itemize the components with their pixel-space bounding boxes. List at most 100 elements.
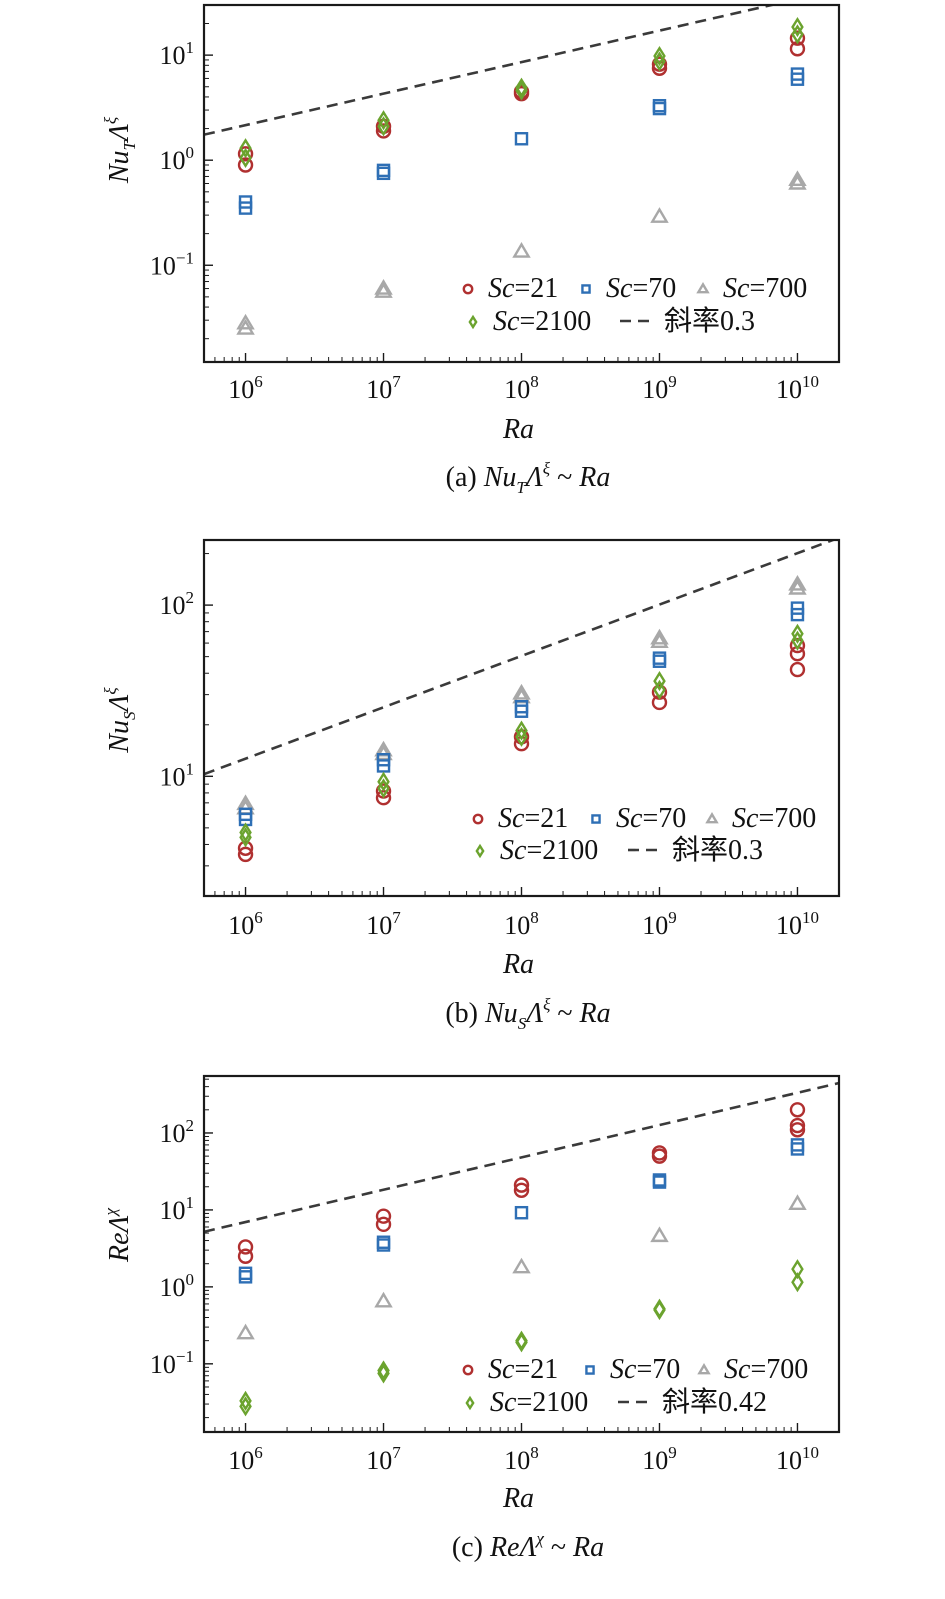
data-point-square [790,601,805,615]
data-point-circle [237,157,254,173]
x-tick-label: 109 [642,372,677,404]
data-point-square [790,1138,805,1152]
x-tick-label: 107 [366,1443,401,1475]
legend-label: Sc=2100 [493,306,591,337]
legend-label: Sc=2100 [500,835,598,866]
legend-label: Sc=70 [610,1354,680,1385]
data-point-triangle [374,282,393,298]
series-sc2100 [239,16,804,169]
legend-marker-triangle [697,1363,711,1375]
data-point-triangle [650,1226,669,1243]
legend-fit-label: 斜率0.42 [662,1386,767,1418]
data-point-diamond [377,1360,390,1381]
data-point-circle [237,846,254,863]
legend-marker-circle [462,1364,474,1376]
data-point-circle [789,30,806,46]
legend-marker-circle [472,813,484,825]
panel-caption: (a) NuTΛξ ~ Ra [446,459,611,497]
data-point-triangle [650,628,669,645]
data-point-square [376,163,391,178]
legend-marker-triangle [696,282,710,294]
legend-fit-label: 斜率0.3 [664,305,755,337]
series-sc70 [238,601,805,827]
legend-marker-diamond [475,843,485,859]
series-sc70 [238,67,805,215]
x-tick-label: 1010 [776,908,819,940]
data-point-circle [789,1102,806,1118]
legend-label: Sc=21 [488,1354,558,1385]
data-point-diamond [377,110,390,131]
series-sc2100 [239,1259,804,1417]
legend-marker-triangle [705,812,719,824]
x-tick-label: 109 [642,908,677,940]
data-point-diamond [653,679,666,700]
data-point-diamond [239,1390,252,1411]
chart-panel-a: 106 107 108 109 1010 10−1 100 101 Sc=21 Sc=70 Sc=7… [101,3,841,497]
data-point-circle [237,1248,254,1264]
data-point-circle [513,1182,530,1198]
data-point-triangle [788,1194,807,1211]
series-sc21 [237,30,806,173]
data-point-diamond [653,671,666,692]
data-point-diamond [239,822,252,843]
data-point-square [238,1270,253,1284]
x-tick-label: 107 [366,372,401,404]
data-point-triangle [512,683,531,700]
data-point-triangle [374,1291,393,1308]
fit-line [204,1081,839,1234]
legend-label: Sc=700 [724,1354,808,1385]
data-point-square [376,166,391,181]
y-tick-label: 101 [160,38,195,70]
legend-label: Sc=70 [606,273,676,304]
y-tick-label: 10−1 [150,248,194,280]
data-point-square [376,1235,391,1249]
x-tick-label: 108 [504,908,539,940]
x-tick-label: 109 [642,1443,677,1475]
data-point-circle [651,1145,668,1161]
data-point-triangle [650,207,669,223]
legend-label: Sc=21 [488,273,558,304]
data-point-triangle [374,744,393,761]
legend-marker-diamond [465,1395,475,1411]
data-point-square [652,654,667,668]
data-point-diamond [653,1298,666,1319]
series-sc700 [236,574,807,815]
legend-marker-square [585,1365,595,1375]
panel-caption: (c) ReΛχ ~ Ra [452,1529,604,1563]
data-point-circle [789,661,806,678]
x-tick-label: 106 [228,372,263,404]
data-point-triangle [512,1257,531,1274]
data-point-triangle [512,242,531,258]
data-point-diamond [791,1272,804,1293]
y-tick-label: 100 [160,143,195,175]
legend-marker-square [591,814,601,824]
data-point-diamond [239,147,252,169]
x-tick-label: 106 [228,908,263,940]
legend-marker-circle [462,283,474,295]
data-point-circle [513,1177,530,1193]
plot-frame [202,1074,841,1434]
y-tick-label: 100 [160,1270,195,1302]
data-point-circle [789,1117,806,1134]
series-sc2100 [239,623,804,848]
data-point-circle [375,1216,392,1233]
data-point-square [652,98,667,113]
x-tick-label: 1010 [776,372,819,404]
data-point-square [652,651,667,665]
legend: Sc=21 Sc=70 Sc=700 Sc=2100 斜率0.42 [462,1354,808,1418]
data-point-square [238,1266,253,1281]
data-point-circle [375,123,392,139]
y-tick-label: 10−1 [150,1347,194,1379]
data-point-square [790,67,805,81]
data-point-triangle [788,574,807,591]
data-point-square [376,753,391,767]
legend-marker-diamond [468,314,478,330]
legend-label: Sc=70 [616,803,686,834]
x-tick-label: 1010 [776,1443,819,1475]
data-point-triangle [788,170,807,187]
legend-label: Sc=2100 [490,1387,588,1418]
series-sc21 [237,1102,806,1264]
x-axis-title: Ra [502,949,534,980]
